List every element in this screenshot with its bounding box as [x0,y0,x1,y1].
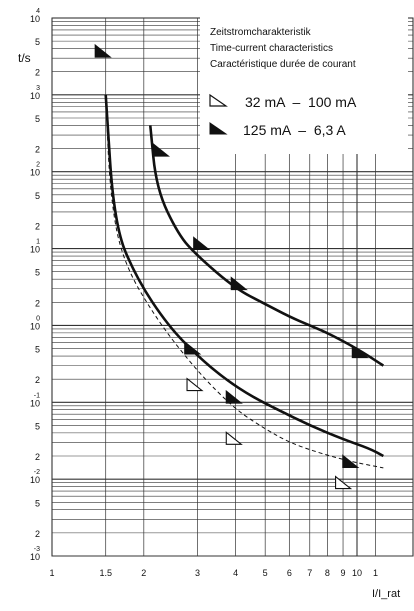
y-tick-label: 10 [30,398,40,408]
y-tick-label: 2 [35,529,40,539]
tick-layer: 104521035210252101521005210-15210-25210-… [30,8,378,578]
y-axis-label: t/s [18,51,31,65]
x-tick-label: 9 [341,568,346,578]
x-tick-label: 6 [287,568,292,578]
y-tick-label: 5 [35,37,40,47]
filled-triangle-marker [351,344,369,359]
y-tick-label: 5 [35,498,40,508]
y-tick-exponent: -1 [34,392,40,399]
x-tick-label: 1 [373,568,378,578]
x-tick-label: 8 [325,568,330,578]
title-line-1: Zeitstromcharakteristik [210,27,312,38]
series-curve-1 [104,94,385,458]
filled-triangle-marker [342,454,360,469]
x-tick-label: 10 [352,568,362,578]
y-tick-label: 10 [30,245,40,255]
x-tick-label: 1.5 [99,568,112,578]
x-tick-label: 3 [195,568,200,578]
marker-layer [94,43,369,490]
open-triangle-marker [225,431,243,445]
y-tick-exponent: 0 [36,315,40,322]
y-tick-label: 2 [35,68,40,78]
open-triangle-marker [335,475,353,490]
legend-filled-triangle-icon [209,122,228,135]
open-triangle-marker [186,377,204,392]
x-axis-label: I/I_rat [372,588,400,600]
legend-entry-2: 125 mA – 6,3 A [243,122,346,138]
y-tick-exponent: 1 [36,239,40,246]
x-axis-label-text: I/I_rat [372,588,400,600]
series-curve-3 [105,94,384,469]
y-tick-label: 10 [30,475,40,485]
y-tick-label: 5 [35,268,40,278]
y-tick-label: 10 [30,552,40,562]
y-tick-label: 5 [35,345,40,355]
y-tick-exponent: 3 [36,85,40,92]
x-tick-label: 5 [263,568,268,578]
y-tick-label: 2 [35,452,40,462]
y-tick-label: 5 [35,191,40,201]
legend-entry-1: 32 mA – 100 mA [245,94,357,110]
filled-triangle-marker [193,236,211,250]
x-tick-label: 1 [49,568,54,578]
filled-triangle-marker [94,43,112,58]
filled-triangle-marker [152,142,170,157]
y-tick-exponent: 4 [36,8,40,15]
y-tick-label: 2 [35,375,40,385]
y-tick-exponent: 2 [36,162,40,169]
filled-triangle-marker [230,276,248,291]
y-tick-exponent: -3 [34,546,40,553]
title-line-2: Time-current characteristics [210,43,333,54]
legend: Zeitstromcharakteristik Time-current cha… [200,14,408,154]
x-tick-label: 7 [307,568,312,578]
filled-triangle-marker [184,340,202,355]
legend-background [200,14,408,154]
x-tick-label: 4 [233,568,238,578]
y-tick-label: 2 [35,221,40,231]
title-line-3: Caractéristique durée de courant [210,59,356,70]
y-tick-label: 5 [35,114,40,124]
legend-open-triangle-icon [209,93,228,107]
y-tick-label: 2 [35,145,40,155]
y-tick-label: 2 [35,298,40,308]
y-axis-label-text: t/s [18,51,31,65]
y-tick-label: 10 [30,168,40,178]
y-tick-label: 10 [30,91,40,101]
y-tick-label: 5 [35,421,40,431]
y-tick-label: 10 [30,321,40,331]
filled-triangle-marker [225,389,243,404]
series-curve-2 [148,125,385,367]
curve-layer [104,94,385,469]
y-tick-label: 10 [30,14,40,24]
y-tick-exponent: -2 [34,469,40,476]
x-tick-label: 2 [141,568,146,578]
